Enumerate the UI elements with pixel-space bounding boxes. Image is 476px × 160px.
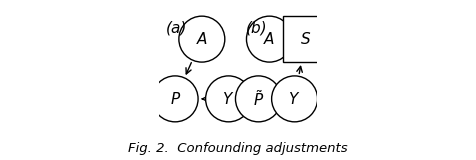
Ellipse shape: [272, 76, 317, 122]
Ellipse shape: [236, 76, 281, 122]
Text: $A$: $A$: [196, 31, 208, 47]
Bar: [283, 16, 328, 62]
Ellipse shape: [247, 16, 292, 62]
Text: $A$: $A$: [263, 31, 276, 47]
Text: $Y$: $Y$: [288, 91, 301, 107]
Text: $S$: $S$: [300, 31, 311, 47]
Text: (a): (a): [166, 21, 187, 36]
Text: $Y$: $Y$: [222, 91, 235, 107]
Text: $\tilde{P}$: $\tilde{P}$: [253, 89, 264, 109]
Text: $P$: $P$: [169, 91, 181, 107]
Ellipse shape: [206, 76, 251, 122]
Ellipse shape: [152, 76, 198, 122]
Ellipse shape: [179, 16, 225, 62]
Text: Fig. 2.  Confounding adjustments: Fig. 2. Confounding adjustments: [128, 142, 348, 156]
Text: (b): (b): [246, 21, 268, 36]
